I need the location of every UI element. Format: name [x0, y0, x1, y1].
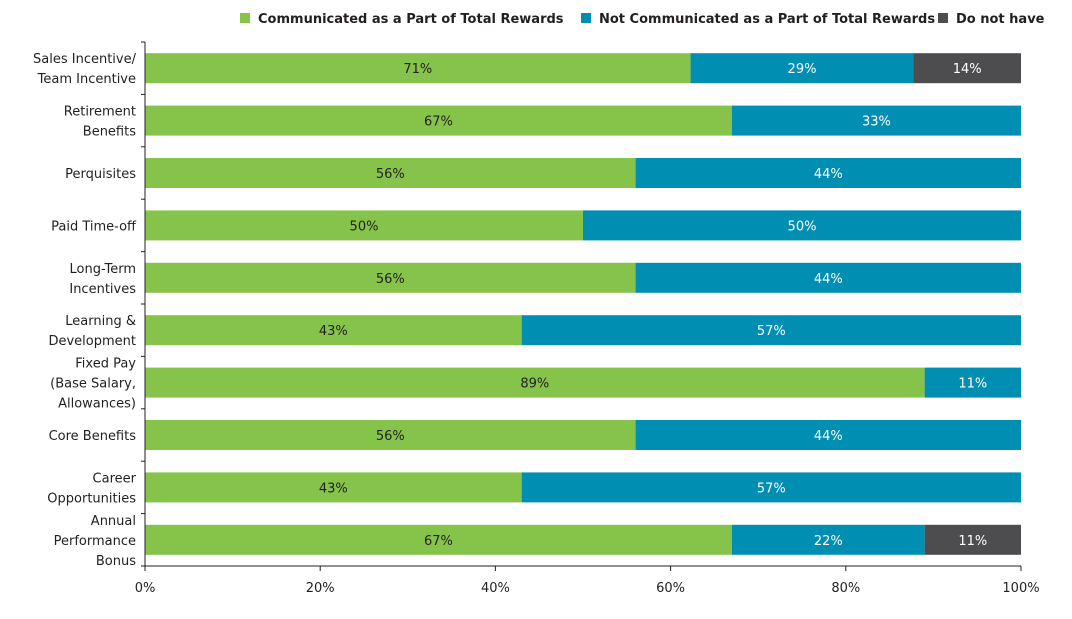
legend-label: Do not have — [956, 12, 1045, 27]
bar-segment — [145, 367, 925, 398]
data-label: 67% — [424, 115, 453, 130]
category-label: Long-Term Incentives — [69, 262, 136, 297]
bar-segment — [521, 315, 1021, 346]
bar-segment — [731, 105, 1021, 136]
x-tick-label: 0% — [135, 581, 156, 596]
data-label: 43% — [319, 481, 348, 496]
data-label: 56% — [376, 167, 405, 182]
bar-segment — [145, 524, 732, 555]
category-label: Paid Time-off — [51, 219, 137, 234]
x-tick-label: 20% — [306, 581, 335, 596]
data-label: 44% — [814, 429, 843, 444]
bar-segment — [145, 105, 732, 136]
data-label: 50% — [788, 219, 817, 234]
category-label: Annual Performance Bonus — [54, 514, 137, 569]
bar-segment — [924, 367, 1021, 398]
data-label: 11% — [958, 377, 987, 392]
data-label: 57% — [757, 324, 786, 339]
x-tick-label: 100% — [1002, 581, 1039, 596]
bar-segment — [731, 524, 925, 555]
bar-segment — [635, 262, 1021, 293]
data-label: 50% — [350, 219, 379, 234]
category-label: Sales Incentive/Team Incentive — [33, 52, 137, 87]
bar-segment — [145, 420, 636, 450]
bar-segment — [145, 158, 636, 188]
bar-segment — [913, 53, 1021, 84]
category-label: Core Benefits — [49, 429, 137, 444]
x-tick-label: 80% — [831, 581, 860, 596]
data-label: 43% — [319, 324, 348, 339]
data-label: 57% — [757, 481, 786, 496]
x-tick-label: 40% — [481, 581, 510, 596]
data-label: 67% — [424, 534, 453, 549]
axes: 0% 20% 40% 60% 80% 100% — [135, 41, 1040, 596]
data-label: 14% — [953, 62, 982, 77]
legend-label: Communicated as a Part of Total Rewards — [258, 12, 564, 27]
bar-segment — [924, 524, 1021, 555]
data-label: 29% — [788, 62, 817, 77]
bar-segment — [145, 315, 522, 346]
category-label: Career Opportunities — [47, 471, 136, 506]
legend-swatch — [240, 13, 250, 23]
bar-segment — [635, 420, 1021, 450]
bar-segment — [145, 472, 522, 503]
data-label: 89% — [520, 377, 549, 392]
data-label: 44% — [814, 272, 843, 287]
category-label: Perquisites — [65, 167, 136, 182]
data-label: 44% — [814, 167, 843, 182]
data-label: 22% — [814, 534, 843, 549]
data-label: 11% — [958, 534, 987, 549]
x-tick-label: 60% — [656, 581, 685, 596]
data-label: 56% — [376, 429, 405, 444]
legend-label: Not Communicated as a Part of Total Rewa… — [599, 12, 935, 27]
data-label: 71% — [403, 62, 432, 77]
legend-swatch — [581, 13, 591, 23]
data-label: 33% — [862, 115, 891, 130]
legend-swatch — [938, 13, 948, 23]
bar-segment — [145, 262, 636, 293]
bar-segment — [583, 210, 1021, 241]
data-label: 56% — [376, 272, 405, 287]
bar-segment — [690, 53, 914, 84]
bar-segment — [145, 53, 691, 84]
category-label: Retirement Benefits — [64, 105, 136, 140]
category-label: Learning & Development — [48, 314, 136, 349]
bar-segment — [521, 472, 1021, 503]
bar-segment — [635, 158, 1021, 188]
bar-segment — [145, 210, 583, 241]
legend: Communicated as a Part of Total Rewards N… — [240, 12, 1045, 27]
bars: 71% 29% 14% Sales Incentive/Team Incentive 6… — [33, 52, 1021, 569]
category-label: Fixed Pay (Base Salary, Allowances) — [50, 357, 136, 412]
